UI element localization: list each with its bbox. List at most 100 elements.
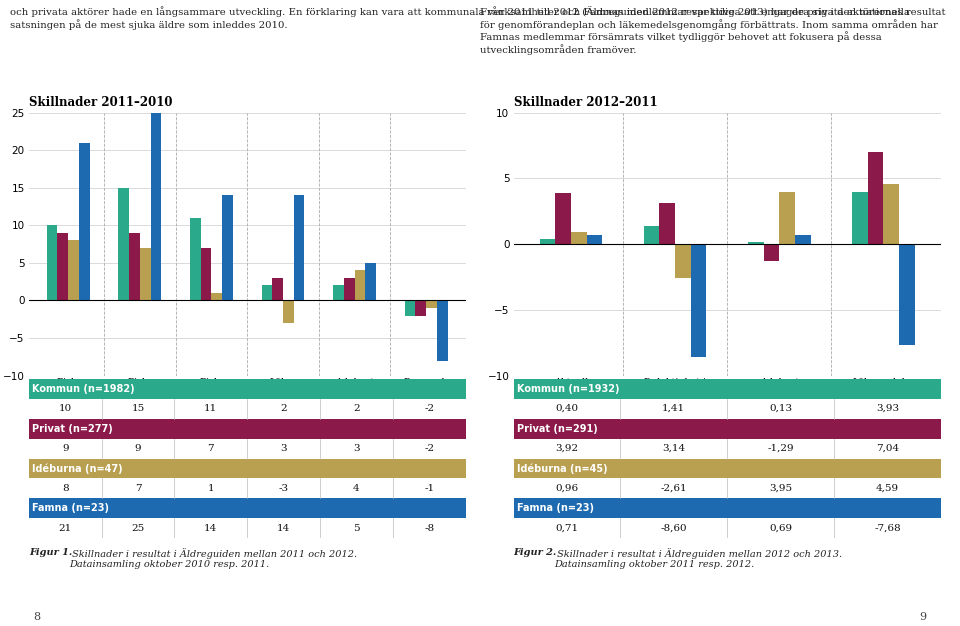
Bar bbox=[222, 195, 233, 300]
Bar bbox=[691, 244, 707, 357]
Bar bbox=[140, 248, 151, 300]
Text: Figur 1.: Figur 1. bbox=[29, 548, 72, 557]
Text: Privat (n=291): Privat (n=291) bbox=[517, 424, 598, 434]
Text: 3: 3 bbox=[353, 444, 360, 453]
Bar bbox=[29, 379, 466, 399]
Bar bbox=[900, 244, 915, 345]
Bar bbox=[294, 195, 304, 300]
Text: -1: -1 bbox=[424, 484, 434, 493]
Text: 3,92: 3,92 bbox=[556, 444, 579, 453]
Bar bbox=[587, 235, 602, 244]
Bar bbox=[437, 300, 447, 361]
Bar bbox=[571, 232, 587, 244]
Bar bbox=[29, 518, 466, 538]
Text: Privat (n=277): Privat (n=277) bbox=[33, 424, 113, 434]
Bar bbox=[201, 248, 211, 300]
Text: Skillnader 2012–2011: Skillnader 2012–2011 bbox=[514, 96, 658, 109]
Bar bbox=[514, 379, 941, 399]
Text: 1: 1 bbox=[207, 484, 214, 493]
Bar bbox=[29, 498, 466, 518]
Bar bbox=[47, 225, 58, 300]
Text: 2: 2 bbox=[280, 404, 287, 413]
Text: 3,93: 3,93 bbox=[876, 404, 899, 413]
Text: -8,60: -8,60 bbox=[660, 524, 687, 533]
Text: 9: 9 bbox=[920, 612, 926, 622]
Bar bbox=[514, 419, 941, 439]
Bar bbox=[190, 218, 201, 300]
Bar bbox=[354, 270, 366, 300]
Bar bbox=[675, 244, 691, 279]
Bar bbox=[29, 458, 466, 478]
Bar bbox=[426, 300, 437, 308]
Text: 0,40: 0,40 bbox=[556, 404, 579, 413]
Bar bbox=[514, 458, 941, 478]
Bar bbox=[795, 235, 810, 244]
Text: 3: 3 bbox=[280, 444, 287, 453]
Bar bbox=[333, 285, 344, 300]
Bar bbox=[58, 233, 68, 300]
Text: -1,29: -1,29 bbox=[767, 444, 794, 453]
Text: 7: 7 bbox=[134, 484, 141, 493]
Text: Skillnader i resultat i Äldreguiden mellan 2012 och 2013.
Datainsamling oktober : Skillnader i resultat i Äldreguiden mell… bbox=[554, 548, 842, 569]
Bar bbox=[514, 498, 941, 518]
Text: 4,59: 4,59 bbox=[876, 484, 899, 493]
Text: Famna (n=23): Famna (n=23) bbox=[517, 503, 594, 513]
Text: -7,68: -7,68 bbox=[875, 524, 900, 533]
Text: 14: 14 bbox=[204, 524, 217, 533]
Bar bbox=[283, 300, 294, 323]
Text: 8: 8 bbox=[34, 612, 40, 622]
Text: Skillnader i resultat i Äldreguiden mellan 2011 och 2012.
Datainsamling oktober : Skillnader i resultat i Äldreguiden mell… bbox=[69, 548, 357, 569]
Bar bbox=[273, 278, 283, 300]
Text: -2: -2 bbox=[424, 444, 434, 453]
Text: 0,13: 0,13 bbox=[769, 404, 792, 413]
Text: 3,14: 3,14 bbox=[662, 444, 685, 453]
Text: -2,61: -2,61 bbox=[660, 484, 687, 493]
Bar bbox=[29, 419, 466, 439]
Bar bbox=[29, 478, 466, 498]
Bar bbox=[660, 203, 675, 244]
Bar bbox=[261, 285, 273, 300]
Text: 0,71: 0,71 bbox=[556, 524, 579, 533]
Text: 14: 14 bbox=[277, 524, 290, 533]
Text: 9: 9 bbox=[61, 444, 68, 453]
Text: 0,69: 0,69 bbox=[769, 524, 792, 533]
Bar bbox=[883, 184, 900, 244]
Bar bbox=[68, 240, 79, 300]
Text: 11: 11 bbox=[204, 404, 217, 413]
Text: 21: 21 bbox=[59, 524, 72, 533]
Bar bbox=[852, 192, 868, 244]
Text: Kommun (n=1982): Kommun (n=1982) bbox=[33, 384, 135, 394]
Bar bbox=[366, 263, 376, 300]
Text: 5: 5 bbox=[353, 524, 360, 533]
Text: Kommun (n=1932): Kommun (n=1932) bbox=[517, 384, 619, 394]
Text: 7,04: 7,04 bbox=[876, 444, 899, 453]
Text: 2: 2 bbox=[353, 404, 360, 413]
Bar bbox=[29, 439, 466, 458]
Bar bbox=[129, 233, 140, 300]
Text: 3,95: 3,95 bbox=[769, 484, 792, 493]
Bar bbox=[79, 143, 89, 300]
Bar bbox=[151, 113, 161, 300]
Bar bbox=[211, 293, 222, 300]
Bar bbox=[344, 278, 354, 300]
Text: Skillnader 2011–2010: Skillnader 2011–2010 bbox=[29, 96, 172, 109]
Text: 8: 8 bbox=[61, 484, 68, 493]
Bar bbox=[748, 242, 763, 244]
Text: -8: -8 bbox=[424, 524, 434, 533]
Bar bbox=[514, 399, 941, 419]
Bar bbox=[780, 192, 795, 244]
Bar bbox=[644, 225, 660, 244]
Bar bbox=[868, 151, 883, 244]
Bar bbox=[555, 193, 571, 244]
Bar bbox=[514, 439, 941, 458]
Bar bbox=[763, 244, 780, 261]
Text: Idéburna (n=47): Idéburna (n=47) bbox=[33, 463, 123, 474]
Text: Idéburna (n=45): Idéburna (n=45) bbox=[517, 463, 608, 474]
Text: 25: 25 bbox=[132, 524, 145, 533]
Bar bbox=[514, 478, 941, 498]
Text: 9: 9 bbox=[134, 444, 141, 453]
Text: Från 2011 till 2012 (Äldreguiden 2012 respektive 2013) har de privata aktörernas: Från 2011 till 2012 (Äldreguiden 2012 re… bbox=[480, 6, 946, 55]
Bar bbox=[514, 518, 941, 538]
Text: Famna (n=23): Famna (n=23) bbox=[33, 503, 109, 513]
Text: -3: -3 bbox=[278, 484, 289, 493]
